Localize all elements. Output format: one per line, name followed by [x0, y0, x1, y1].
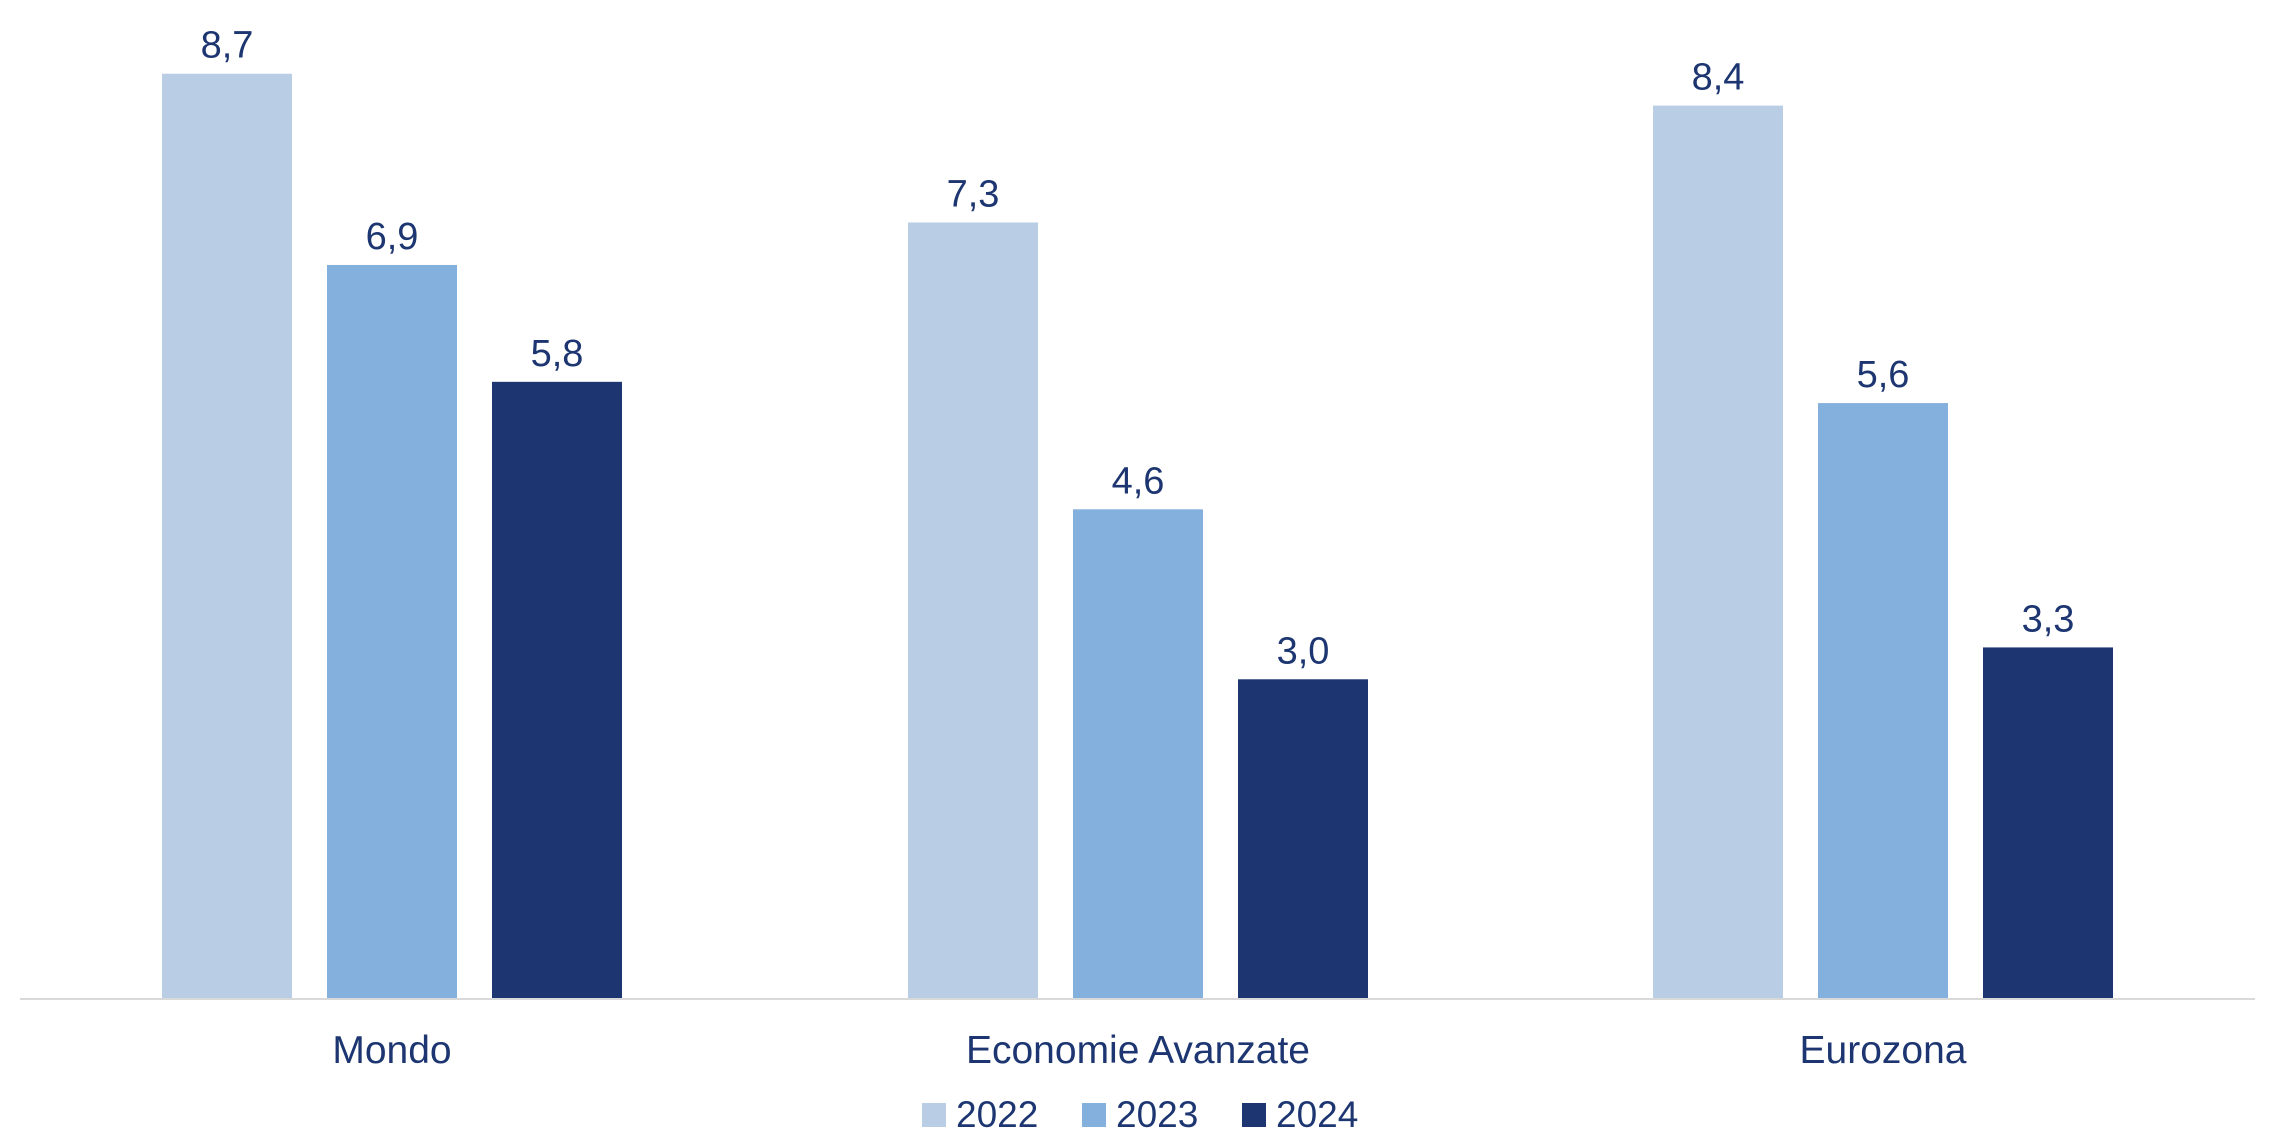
legend-swatch-2022 — [922, 1103, 946, 1127]
bar-2023-1 — [1073, 509, 1203, 998]
category-label-0: Mondo — [332, 1029, 451, 1072]
bar-2022-2 — [1653, 105, 1783, 998]
legend-swatch-2023 — [1082, 1103, 1106, 1127]
bar-2024-2 — [1983, 647, 2113, 998]
legend: 2022 2023 2024 — [922, 1094, 1358, 1135]
category-labels-layer: Mondo Economie Avanzate Eurozona — [332, 1029, 1966, 1072]
data-label-2024-1: 3,0 — [1277, 630, 1330, 672]
bar-2023-2 — [1818, 403, 1948, 998]
category-label-1: Economie Avanzate — [966, 1029, 1310, 1072]
bar-2022-1 — [908, 222, 1038, 998]
legend-swatch-2024 — [1242, 1103, 1266, 1127]
data-label-2022-2: 8,4 — [1692, 57, 1745, 99]
data-label-2023-1: 4,6 — [1112, 460, 1165, 502]
data-label-2023-0: 6,9 — [366, 216, 419, 258]
data-label-2024-2: 3,3 — [2022, 598, 2075, 640]
bar-2024-1 — [1238, 679, 1368, 998]
legend-label-2023: 2023 — [1116, 1094, 1198, 1135]
data-label-2022-1: 7,3 — [947, 173, 1000, 215]
bar-2023-0 — [327, 264, 457, 998]
legend-label-2022: 2022 — [956, 1094, 1038, 1135]
bar-2022-0 — [162, 73, 292, 998]
bars-layer — [162, 73, 2113, 998]
legend-label-2024: 2024 — [1276, 1094, 1358, 1135]
category-label-2: Eurozona — [1800, 1029, 1967, 1072]
data-label-2023-2: 5,6 — [1857, 354, 1910, 396]
value-labels-layer: 8,7 6,9 5,8 7,3 4,6 3,0 8,4 5,6 3,3 — [201, 25, 2075, 673]
data-label-2024-0: 5,8 — [531, 333, 584, 375]
data-label-2022-0: 8,7 — [201, 25, 254, 67]
bar-2024-0 — [492, 381, 622, 998]
